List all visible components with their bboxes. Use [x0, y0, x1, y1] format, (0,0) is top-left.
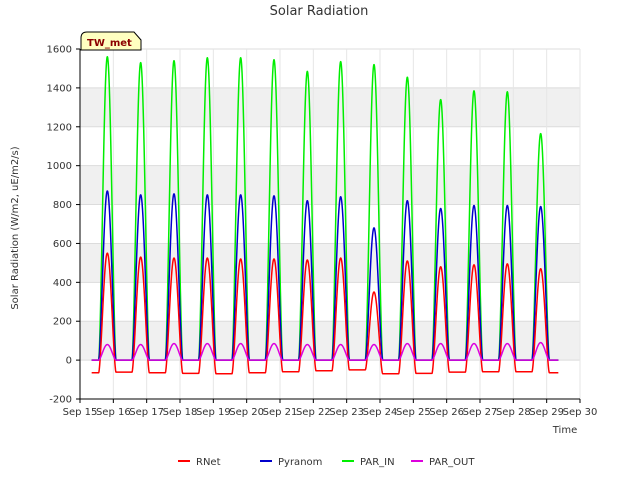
station-badge: TW_met [80, 31, 142, 51]
series-line-rnet [91, 252, 559, 375]
y-tick-label: 800 [53, 200, 72, 211]
x-tick-label: Sep 25 [396, 407, 431, 418]
x-tick-label: Sep 23 [329, 407, 364, 418]
y-tick-label: 1600 [47, 45, 72, 56]
y-tick-label: 1200 [47, 122, 72, 133]
legend: RNet Pyranom PAR_IN PAR_OUT [178, 457, 475, 468]
x-tick-label: Sep 30 [563, 407, 598, 418]
station-badge-label: TW_met [87, 38, 132, 49]
series-layer [91, 56, 559, 375]
y-tick-label: 200 [53, 317, 72, 328]
y-tick-label: 0 [66, 356, 72, 367]
legend-item-par-in: PAR_IN [342, 457, 395, 468]
series-line-par-out [91, 341, 559, 361]
legend-label: Pyranom [278, 457, 322, 468]
grid-band [80, 87, 580, 127]
y-tick-label: 1000 [47, 161, 72, 172]
y-tick-label: 600 [53, 239, 72, 250]
y-tick-label: 1400 [47, 83, 72, 94]
legend-item-rnet: RNet [178, 457, 221, 468]
axes [79, 49, 580, 400]
grid-band [80, 126, 580, 166]
x-tick-label: Sep 21 [263, 407, 298, 418]
grid-band [80, 360, 580, 399]
legend-label: PAR_OUT [429, 457, 475, 468]
x-tick-label: Sep 22 [296, 407, 331, 418]
legend-item-par-out: PAR_OUT [411, 457, 475, 468]
legend-label: PAR_IN [360, 457, 395, 468]
y-tick-label: -200 [49, 395, 72, 406]
y-axis-ticks: -200 0 200 400 600 800 1000 1200 1400 1600 [47, 45, 80, 406]
grid-band [80, 243, 580, 283]
x-tick-label: Sep 16 [96, 407, 131, 418]
x-tick-label: Sep 19 [196, 407, 231, 418]
chart-title: Solar Radiation [270, 4, 369, 19]
legend-label: RNet [196, 457, 221, 468]
x-tick-label: Sep 28 [496, 407, 531, 418]
x-tick-label: Sep 26 [429, 407, 464, 418]
y-axis-title: Solar Radiation (W/m2, uE/m2/s) [10, 146, 21, 309]
grid-band [80, 282, 580, 322]
x-tick-label: Sep 20 [229, 407, 264, 418]
grid-band [80, 321, 580, 361]
x-tick-label: Sep 29 [529, 407, 564, 418]
grid-band [80, 165, 580, 205]
grid-band [80, 49, 580, 88]
station-badge-box [80, 31, 142, 51]
x-tick-label: Sep 18 [163, 407, 198, 418]
grid-bands [80, 49, 580, 399]
x-tick-label: Sep 27 [463, 407, 498, 418]
legend-item-pyranom: Pyranom [260, 457, 322, 468]
x-tick-label: Sep 17 [129, 407, 164, 418]
x-axis-title: Time [552, 425, 577, 436]
x-tick-label: Sep 15 [63, 407, 98, 418]
grid-band [80, 204, 580, 244]
y-tick-label: 400 [53, 278, 72, 289]
x-tick-label: Sep 24 [363, 407, 398, 418]
